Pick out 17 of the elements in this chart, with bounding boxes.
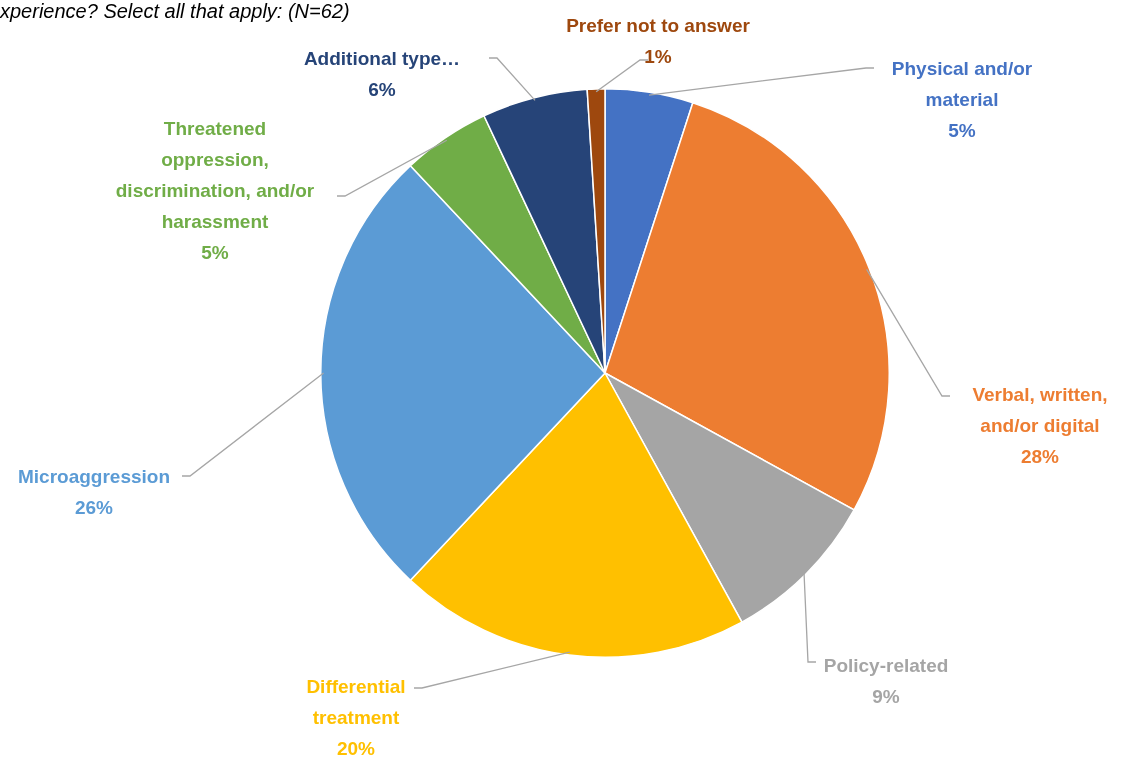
data-label: 5% xyxy=(948,119,976,141)
slice-label: Microaggression xyxy=(17,465,171,487)
chart-title: xperience? Select all that apply: (N=62) xyxy=(0,0,350,23)
slice-label: Additional type… xyxy=(303,47,461,69)
data-label: 26% xyxy=(74,496,114,518)
slice-label: Policy-related xyxy=(823,654,949,676)
data-label: 6% xyxy=(368,78,396,100)
slice-label: Prefer not to answer xyxy=(566,14,751,36)
slice-label: Threatened oppression, discrimination, and/or harassment xyxy=(115,117,315,232)
slice-label: Verbal, written, and/or digital xyxy=(972,383,1108,436)
data-label: 20% xyxy=(336,737,376,759)
slice-label: Physical and/or material xyxy=(891,57,1033,110)
data-label: 5% xyxy=(201,241,229,263)
data-label: 28% xyxy=(1020,445,1060,467)
data-label: 9% xyxy=(872,685,900,707)
slice-label: Differential treatment xyxy=(306,675,406,728)
data-label: 1% xyxy=(644,45,672,67)
